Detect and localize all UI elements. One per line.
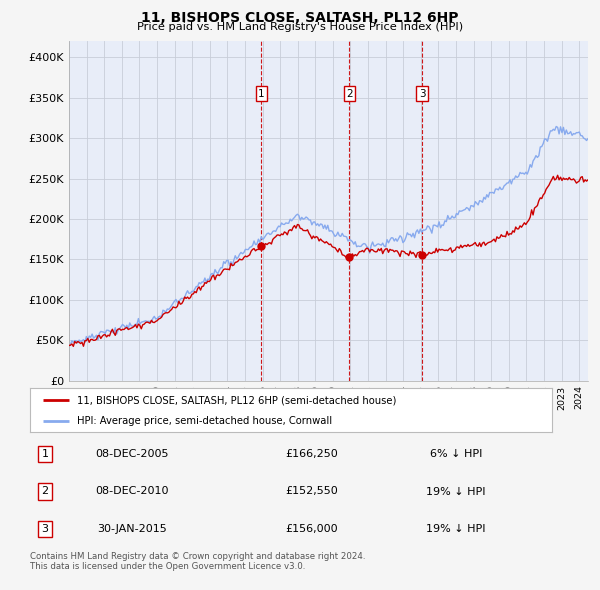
Text: 2: 2 [41,487,49,496]
Text: 2: 2 [346,89,353,99]
Text: 19% ↓ HPI: 19% ↓ HPI [426,487,486,496]
Text: 11, BISHOPS CLOSE, SALTASH, PL12 6HP (semi-detached house): 11, BISHOPS CLOSE, SALTASH, PL12 6HP (se… [77,395,397,405]
Text: £156,000: £156,000 [286,524,338,533]
Text: 1: 1 [41,450,49,459]
Text: 30-JAN-2015: 30-JAN-2015 [97,524,167,533]
Text: Price paid vs. HM Land Registry's House Price Index (HPI): Price paid vs. HM Land Registry's House … [137,22,463,32]
Text: HPI: Average price, semi-detached house, Cornwall: HPI: Average price, semi-detached house,… [77,416,332,426]
Text: 08-DEC-2010: 08-DEC-2010 [95,487,169,496]
Text: Contains HM Land Registry data © Crown copyright and database right 2024.
This d: Contains HM Land Registry data © Crown c… [30,552,365,571]
Text: 3: 3 [419,89,425,99]
Text: 11, BISHOPS CLOSE, SALTASH, PL12 6HP: 11, BISHOPS CLOSE, SALTASH, PL12 6HP [141,11,459,25]
Text: 19% ↓ HPI: 19% ↓ HPI [426,524,486,533]
Text: 1: 1 [258,89,265,99]
Text: 08-DEC-2005: 08-DEC-2005 [95,450,169,459]
Text: £166,250: £166,250 [286,450,338,459]
Text: 3: 3 [41,524,49,533]
Text: 6% ↓ HPI: 6% ↓ HPI [430,450,482,459]
Text: £152,550: £152,550 [286,487,338,496]
